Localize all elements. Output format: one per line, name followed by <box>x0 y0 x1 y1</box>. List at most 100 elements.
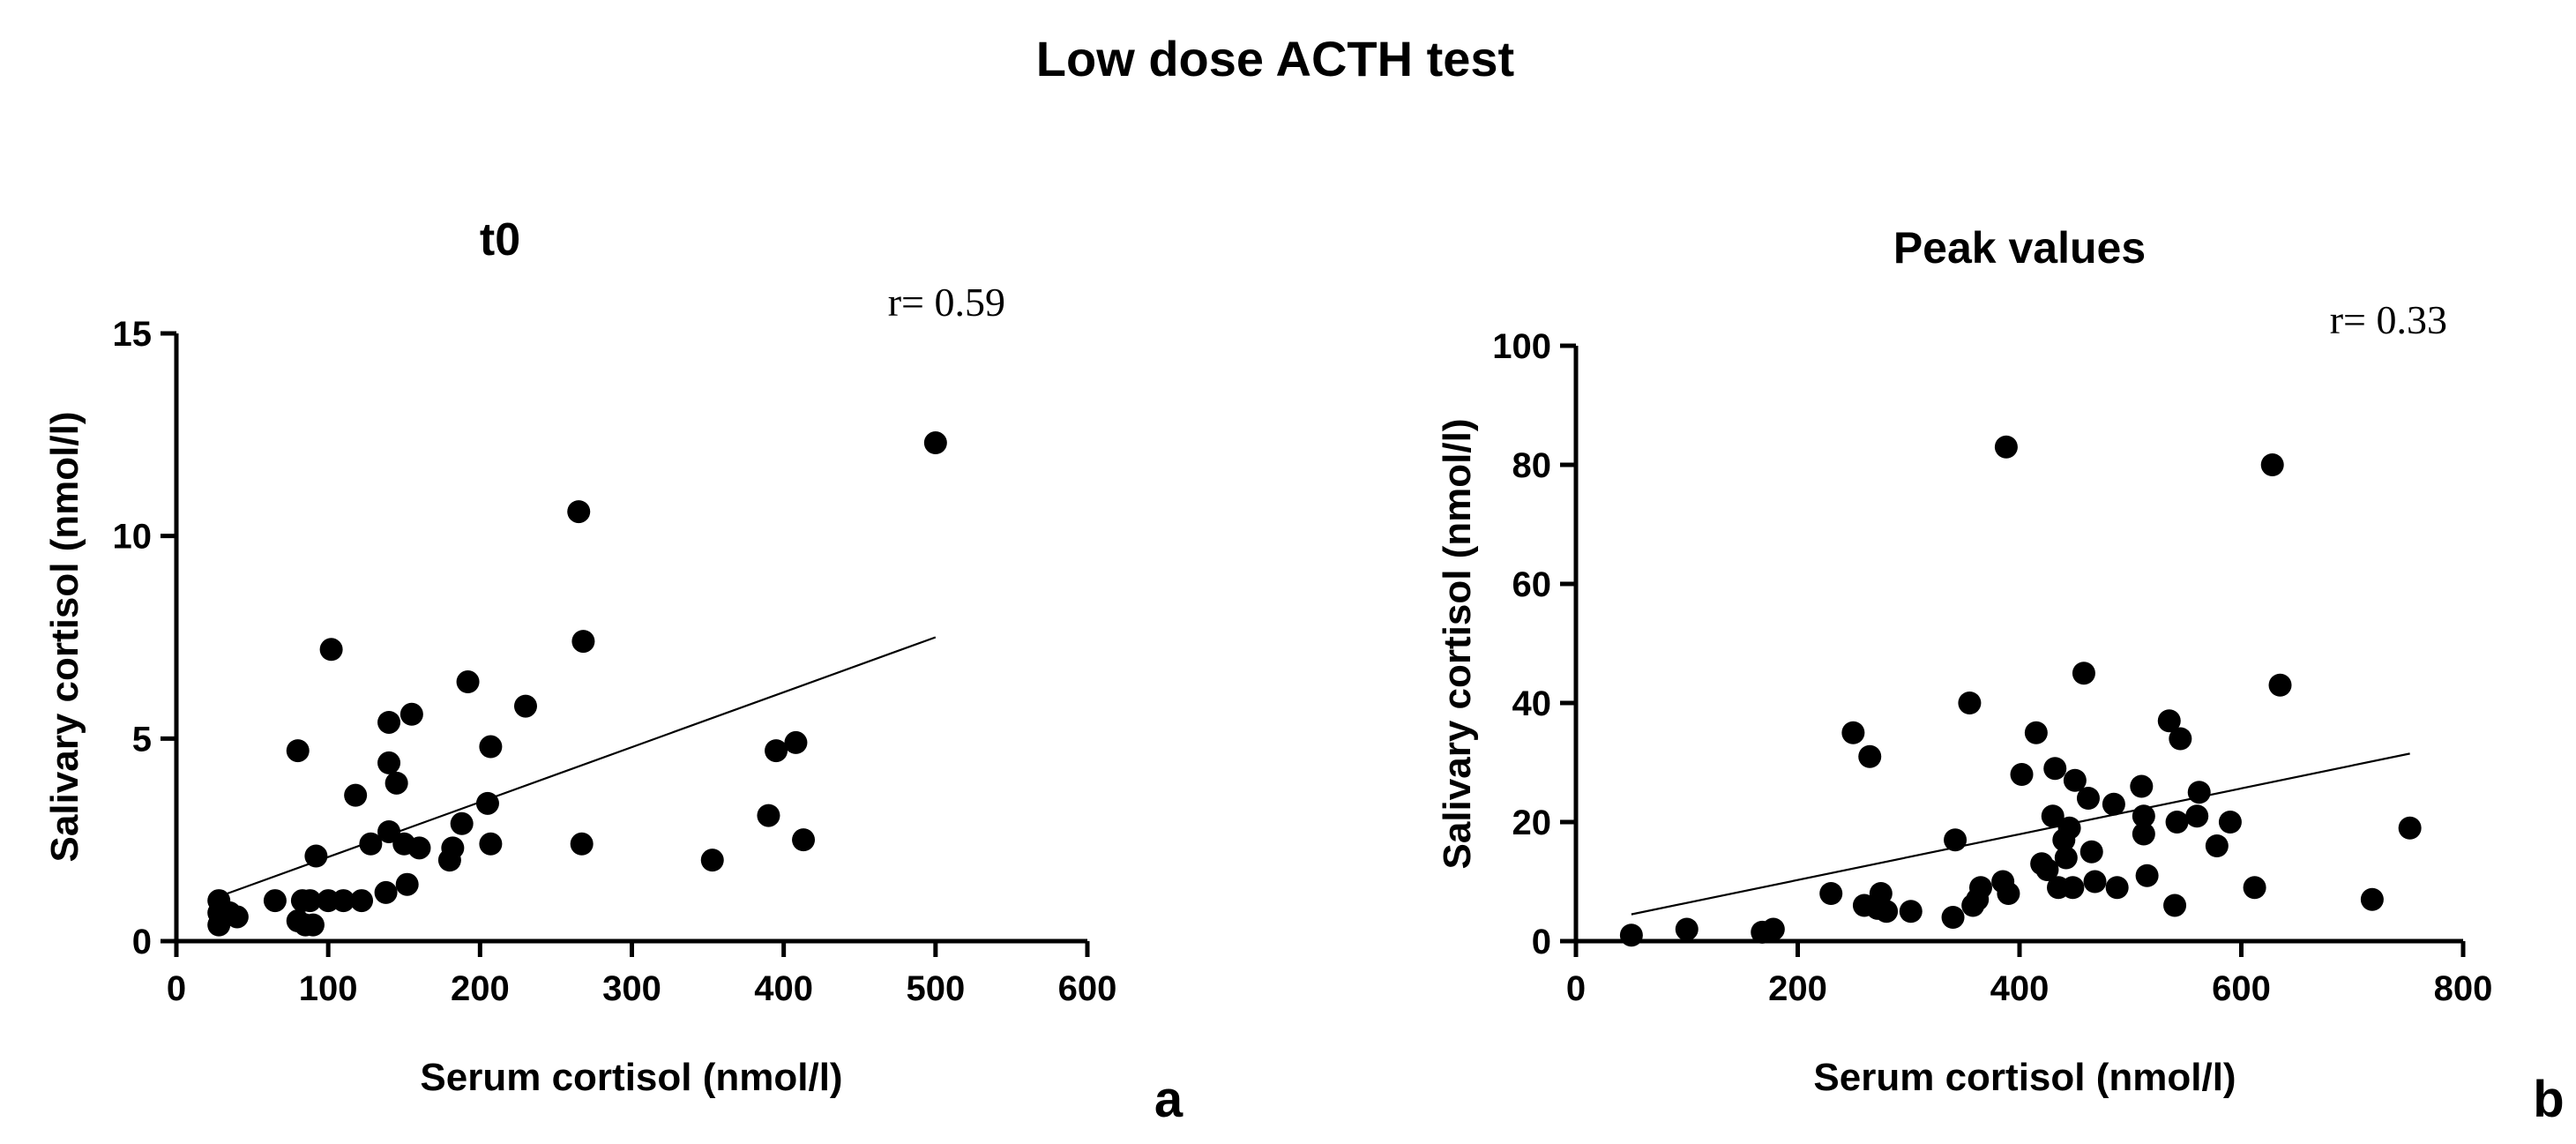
panel-b-data-point <box>2035 858 2059 881</box>
panel-a-data-point <box>407 836 431 860</box>
panel-b-data-point <box>2079 840 2103 864</box>
panel-b-correlation: r= 0.33 <box>2330 297 2447 342</box>
panel-b-data-point <box>2169 727 2192 751</box>
panel-a-letter: a <box>1154 1071 1183 1128</box>
panel-b-data-point <box>2185 804 2209 828</box>
panel-a-data-point <box>263 889 287 913</box>
panel-a-data-point <box>441 836 465 860</box>
panel-b-data-point <box>2076 787 2100 810</box>
panel-b-data-point <box>2072 662 2095 685</box>
panel-a-data-point <box>570 832 594 856</box>
panel-a-data-point <box>374 880 398 904</box>
panel-b-data-point <box>2130 774 2154 798</box>
panel-b-y-tick-label: 100 <box>1492 327 1551 366</box>
panel-b-x-tick-label: 800 <box>2434 969 2493 1008</box>
panel-b-data-point <box>2041 804 2065 828</box>
panel-a-y-tick-label: 5 <box>132 720 152 759</box>
panel-b-data-point <box>2063 768 2087 792</box>
panel-b-data-point <box>2043 757 2067 781</box>
panel-b-data-point <box>2135 864 2159 887</box>
panel-b-data-point <box>2132 822 2155 846</box>
panel-b-data-point <box>2360 887 2384 911</box>
panel-a-data-point <box>359 832 383 856</box>
panel-b-data-point <box>2057 816 2081 840</box>
panel-b-data-point <box>2205 834 2229 857</box>
panel-a-x-tick-label: 200 <box>451 969 510 1008</box>
panel-b-data-point <box>2010 763 2034 786</box>
panel-a-chart: 0 5 10 15 0 100 200 300 400 500 600 t0 r= 0.59 Saliva… <box>43 214 1183 1128</box>
panel-b-y-tick-label: 80 <box>1512 446 1552 485</box>
panel-a-data-point <box>301 913 325 937</box>
panel-a-data-point <box>567 500 591 524</box>
panel-b-data-point <box>2165 811 2189 834</box>
panel-a-y-axis-label: Salivary cortisol (nmol/l) <box>43 411 86 862</box>
panel-b-data-point <box>1994 435 2018 459</box>
panel-b-data-point <box>1941 906 1965 929</box>
panel-b-data-point <box>2243 876 2266 900</box>
panel-a-data-point <box>377 710 401 734</box>
panel-a-data-point <box>399 702 423 726</box>
panel-b-data-point <box>1899 900 1923 923</box>
panel-b-data-point <box>1944 828 1967 852</box>
panel-a-data-point <box>571 630 595 654</box>
panel-a-data-point <box>225 905 249 929</box>
panel-b-data-point <box>1761 917 1785 941</box>
panel-b-data-point <box>1819 882 1843 905</box>
panel-b-data-point <box>2260 453 2284 476</box>
panel-a-x-axis-label: Serum cortisol (nmol/l) <box>420 1056 842 1099</box>
panel-b-data-point <box>1869 882 1893 905</box>
panel-a-y-tick-label: 15 <box>113 315 153 354</box>
panel-b-data-point <box>2083 870 2107 894</box>
panel-a-data-point <box>385 771 408 795</box>
panel-a-data-point <box>304 844 328 868</box>
panel-b-data-point <box>1997 882 2020 905</box>
panel-b-x-tick-label: 200 <box>1768 969 1827 1008</box>
panel-b-y-tick-label: 40 <box>1512 684 1552 723</box>
panel-a-data-point <box>479 735 503 759</box>
panel-a-data-point <box>765 739 788 763</box>
panel-b-data-point <box>2187 781 2211 804</box>
panel-b-data-point <box>1958 692 1982 714</box>
panel-a-data-point <box>792 828 816 852</box>
panel-b-data-point <box>2061 876 2085 900</box>
panel-b-data-point <box>1841 721 1865 744</box>
panel-b-data-point <box>2268 673 2292 697</box>
panel-a-x-tick-label: 300 <box>602 969 661 1008</box>
panel-b-x-tick-label: 0 <box>1566 969 1586 1008</box>
panel-b-data-point <box>1675 917 1699 941</box>
panel-b-data-point <box>2132 804 2155 828</box>
panel-a-data-point <box>450 811 474 835</box>
panel-b-y-tick-label: 20 <box>1512 804 1552 842</box>
panel-b-data-point <box>2157 709 2181 733</box>
panel-b-title: Peak values <box>1893 223 2146 273</box>
panel-a-x-tick-label: 100 <box>299 969 358 1008</box>
panel-a-data-point <box>757 804 780 827</box>
panel-a-x-tick-label: 0 <box>167 969 186 1008</box>
panel-b-x-tick-label: 400 <box>1990 969 2050 1008</box>
panel-a-x-tick-label: 500 <box>906 969 965 1008</box>
panel-b-data-point <box>2054 846 2078 870</box>
panel-b-data-point <box>2163 894 2187 917</box>
panel-a-y-tick-label: 10 <box>113 518 153 557</box>
panel-b-data-point <box>2105 876 2129 900</box>
panel-b-data-point <box>1858 744 1882 768</box>
panel-a-data-point <box>700 849 724 872</box>
panel-a-data-point <box>332 889 355 913</box>
panel-a-data-point <box>344 783 368 807</box>
panel-b-chart: 0 20 40 60 80 100 0 200 400 600 800 Peak values r= 0… <box>1436 223 2565 1128</box>
panel-a-data-point <box>923 431 947 455</box>
panel-b-data-point <box>1875 900 1899 923</box>
panel-a-x-tick-label: 400 <box>754 969 813 1008</box>
panel-b-data-point <box>1968 876 1992 900</box>
panel-a-data-point <box>456 670 480 694</box>
panel-a-trend-line <box>218 636 937 898</box>
figure-title: Low dose ACTH test <box>1036 31 1514 86</box>
panel-b-data-point <box>2102 792 2125 816</box>
panel-a-correlation: r= 0.59 <box>888 280 1005 325</box>
panel-a-data-point <box>475 791 499 815</box>
panel-b-x-axis-label: Serum cortisol (nmol/l) <box>1813 1056 2236 1099</box>
panel-b-data-point <box>2024 721 2048 744</box>
panel-b-trend-line <box>1631 752 2410 916</box>
panel-a-data-point <box>513 694 537 718</box>
